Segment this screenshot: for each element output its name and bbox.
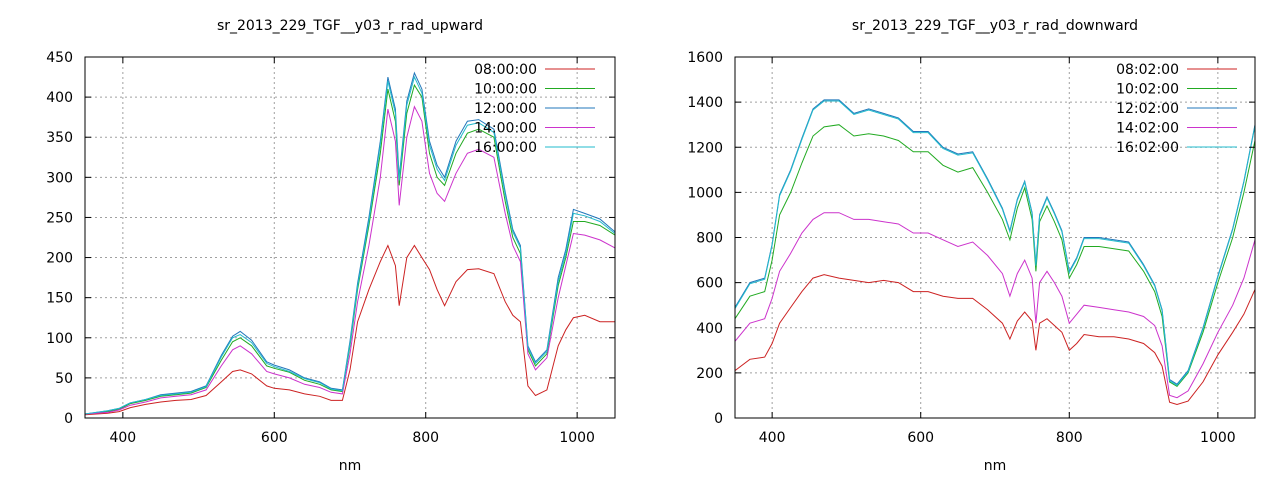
- x-tick-label: 1000: [1200, 430, 1236, 446]
- legend-label: 12:00:00: [474, 101, 537, 117]
- series-line-080200: [735, 274, 1255, 406]
- y-tick-label: 800: [696, 231, 723, 247]
- x-tick-label: 400: [759, 430, 786, 446]
- x-tick-label: 1000: [559, 430, 595, 446]
- y-tick-label: 600: [696, 276, 723, 292]
- y-tick-label: 250: [46, 210, 73, 226]
- legend-label: 08:02:00: [1116, 62, 1179, 78]
- y-tick-label: 350: [46, 130, 73, 146]
- series-line-140000: [85, 105, 615, 415]
- plot-frame: [84, 56, 616, 419]
- y-tick-label: 1200: [687, 140, 723, 156]
- y-tick-label: 200: [696, 366, 723, 382]
- legend-label: 12:02:00: [1116, 101, 1179, 117]
- y-tick-label: 1400: [687, 95, 723, 111]
- y-tick-label: 400: [46, 90, 73, 106]
- y-tick-label: 1000: [687, 185, 723, 201]
- chart-title: sr_2013_229_TGF__y03_r_rad_downward: [852, 18, 1138, 34]
- y-tick-label: 450: [46, 50, 73, 66]
- y-tick-label: 0: [64, 411, 73, 427]
- legend-label: 10:02:00: [1116, 82, 1179, 98]
- upward-chart: sr_2013_229_TGF__y03_r_rad_upward 400 600 8…: [46, 18, 616, 474]
- x-tick-label: 800: [412, 430, 439, 446]
- x-tick-label: 400: [109, 430, 136, 446]
- y-tick-label: 100: [46, 331, 73, 347]
- y-tick-label: 1600: [687, 50, 723, 66]
- y-tick-label: 0: [714, 411, 723, 427]
- legend-label: 14:00:00: [474, 121, 537, 137]
- legend-label: 16:02:00: [1116, 140, 1179, 156]
- y-tick-label: 50: [55, 371, 73, 387]
- series-line-140200: [735, 212, 1255, 399]
- downward-chart: sr_2013_229_TGF__y03_r_rad_downward 400 60…: [687, 18, 1256, 474]
- series-line-080000: [85, 244, 615, 416]
- x-tick-label: 800: [1056, 430, 1083, 446]
- x-tick-label: 600: [907, 430, 934, 446]
- legend-label: 14:02:00: [1116, 121, 1179, 137]
- x-tick-label: 600: [261, 430, 288, 446]
- y-tick-label: 400: [696, 321, 723, 337]
- x-axis-label: nm: [339, 458, 362, 474]
- chart-title: sr_2013_229_TGF__y03_r_rad_upward: [217, 18, 483, 34]
- y-tick-label: 300: [46, 170, 73, 186]
- y-tick-label: 200: [46, 251, 73, 267]
- series-line-160200: [735, 100, 1255, 386]
- y-tick-label: 150: [46, 291, 73, 307]
- legend-label: 10:00:00: [474, 82, 537, 98]
- legend-label: 08:00:00: [474, 62, 537, 78]
- x-axis-label: nm: [984, 458, 1007, 474]
- series-line-160000: [85, 75, 615, 415]
- legend-label: 16:00:00: [474, 140, 537, 156]
- series-line-100200: [735, 124, 1255, 388]
